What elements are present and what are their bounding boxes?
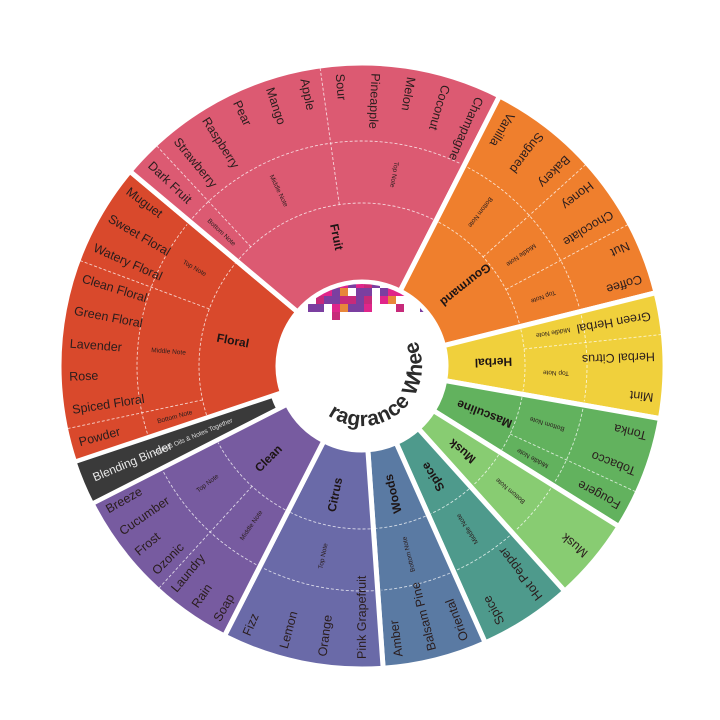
mosaic-pixel [340,296,348,304]
scent-item: Amber [387,619,406,657]
mosaic-pixel [364,296,372,304]
note-divider [67,399,203,430]
ring-divider [263,567,374,592]
note-divider [79,260,210,310]
mosaic-pixel [364,288,372,296]
scent-item: Lavender [69,337,122,355]
mosaic-pixel [364,304,372,312]
note-divider [482,164,586,258]
mosaic-pixel [372,284,380,288]
mosaic-pixel [356,304,364,312]
mosaic-pixel [348,284,356,288]
category-label: Herbal [475,355,513,370]
note-label: Top Note [542,369,569,377]
category-label: Floral [216,331,251,351]
ring-divider [191,140,461,219]
mosaic-pixel [340,288,348,296]
center-hole [280,284,444,448]
sector-shape [221,437,386,672]
sector-shape [396,92,660,349]
category-label: Fruit [327,223,346,252]
scent-item: Herbal Citrus [582,349,655,366]
scent-item: Rose [69,369,99,384]
scent-item: Mint [629,388,654,404]
ring-divider [554,408,584,483]
ring-divider [162,471,257,566]
ring-divider [467,166,580,308]
sector-shape [88,400,328,640]
ring-divider [438,221,520,324]
note-label: Top Note [388,161,399,188]
category-label: Citrus [325,476,346,513]
sector-shape [126,60,503,316]
ring-divider [381,572,451,591]
sector-shape [72,393,281,507]
ring-divider [472,454,500,486]
ring-divider [376,515,426,529]
mosaic-pixel [380,296,388,304]
mosaic-pixel [332,288,340,296]
mosaic-pixel [332,304,340,312]
mosaic-pixel [396,304,404,312]
ring-divider [580,315,588,402]
mosaic-pixel [316,296,324,304]
ring-divider [515,488,552,531]
ring-divider [198,263,236,416]
mosaic-pixel [356,296,364,304]
scent-item: Apple [297,77,317,111]
mosaic-pixel [332,312,340,320]
mosaic-pixel [388,296,396,304]
mosaic-pixel [324,288,332,296]
ring-divider [290,512,371,530]
note-divider [509,433,636,493]
mosaic-pixel [316,304,324,312]
mosaic-pixel [324,296,332,304]
ring-divider [238,202,434,260]
note-divider [319,67,340,205]
note-divider [150,451,157,455]
mosaic-pixel [388,288,396,296]
scent-item: Sour [333,73,349,100]
scent-item: Pink Grapefruit [355,575,369,659]
mosaic-pixel [308,304,316,312]
ring-divider [217,442,286,511]
mosaic-pixel [340,284,348,288]
ring-divider [430,488,470,515]
note-divider [158,486,253,589]
mosaic-pixel [348,296,356,304]
mosaic-pixel [340,304,348,312]
note-divider [524,334,662,350]
mosaic-pixel [348,304,356,312]
mosaic-pixel [380,288,388,296]
note-divider [156,145,252,248]
scent-item: Melon [399,76,418,112]
mosaic-pixel [356,288,364,296]
mosaic-pixel [356,284,364,288]
scent-item: Pineapple [366,73,382,129]
scent-item: Orange [315,614,334,657]
sector-shape [56,167,302,466]
note-divider [505,224,628,290]
note-label: Middle Note [151,347,186,357]
ring-divider [136,224,188,434]
mosaic-pixel [364,284,372,288]
ring-divider [520,329,526,392]
ring-divider [456,535,510,571]
mosaic-pixel [332,296,340,304]
